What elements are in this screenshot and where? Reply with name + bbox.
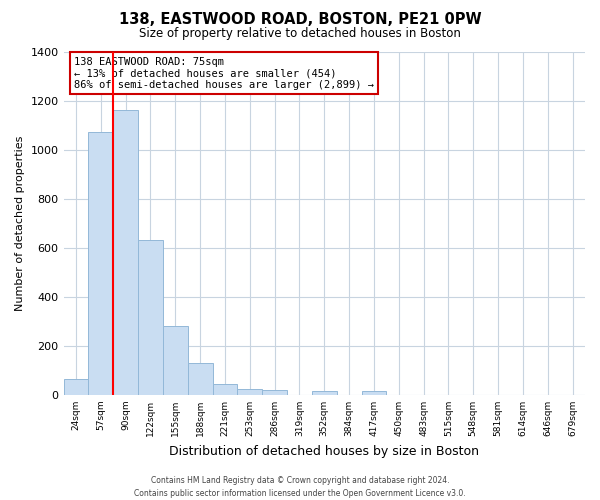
Bar [362,392,386,395]
Bar [64,379,88,395]
Text: 138, EASTWOOD ROAD, BOSTON, PE21 0PW: 138, EASTWOOD ROAD, BOSTON, PE21 0PW [119,12,481,28]
Bar [113,110,138,395]
Bar [262,390,287,395]
Bar [188,363,212,395]
Bar [88,132,113,395]
Bar [238,389,262,395]
X-axis label: Distribution of detached houses by size in Boston: Distribution of detached houses by size … [169,444,479,458]
Bar [163,326,188,395]
Text: Contains HM Land Registry data © Crown copyright and database right 2024.
Contai: Contains HM Land Registry data © Crown c… [134,476,466,498]
Text: 138 EASTWOOD ROAD: 75sqm
← 13% of detached houses are smaller (454)
86% of semi-: 138 EASTWOOD ROAD: 75sqm ← 13% of detach… [74,56,374,90]
Text: Size of property relative to detached houses in Boston: Size of property relative to detached ho… [139,28,461,40]
Y-axis label: Number of detached properties: Number of detached properties [15,136,25,311]
Bar [212,384,238,395]
Bar [312,392,337,395]
Bar [138,240,163,395]
